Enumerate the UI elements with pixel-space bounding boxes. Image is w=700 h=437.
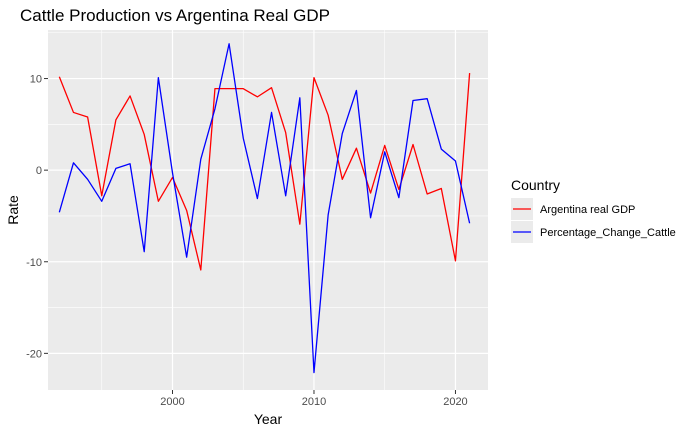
y-axis-label: Rate [5, 195, 21, 225]
series-layer [58, 43, 471, 374]
x-tick-label: 2000 [160, 396, 184, 408]
legend-item: Percentage_Change_Cattle [511, 221, 676, 243]
series-line-2 [58, 43, 471, 374]
x-tick-label: 2020 [443, 396, 467, 408]
grid-major [48, 30, 488, 390]
y-tick-label: -10 [26, 257, 42, 269]
y-tick-label: -20 [26, 348, 42, 360]
legend-title: Country [511, 177, 560, 193]
legend-item: Argentina real GDP [511, 198, 635, 220]
y-tick-label: 10 [30, 74, 42, 86]
legend-label: Argentina real GDP [540, 204, 635, 216]
x-axis-label: Year [254, 411, 283, 427]
y-tick-labels: -20 -10 0 10 [26, 74, 42, 361]
x-tick-label: 2010 [302, 396, 326, 408]
plot-panel [48, 30, 488, 390]
axis-ticks [44, 78, 456, 394]
grid-minor [48, 30, 488, 390]
chart-title: Cattle Production vs Argentina Real GDP [20, 6, 330, 25]
legend-items: Argentina real GDP Percentage_Change_Catt… [511, 198, 676, 243]
x-tick-labels: 2000 2010 2020 [160, 396, 467, 408]
legend-label: Percentage_Change_Cattle [540, 227, 676, 239]
legend: Country Argentina real GDP Percentage_Cha… [511, 177, 676, 243]
y-tick-label: 0 [36, 165, 42, 177]
